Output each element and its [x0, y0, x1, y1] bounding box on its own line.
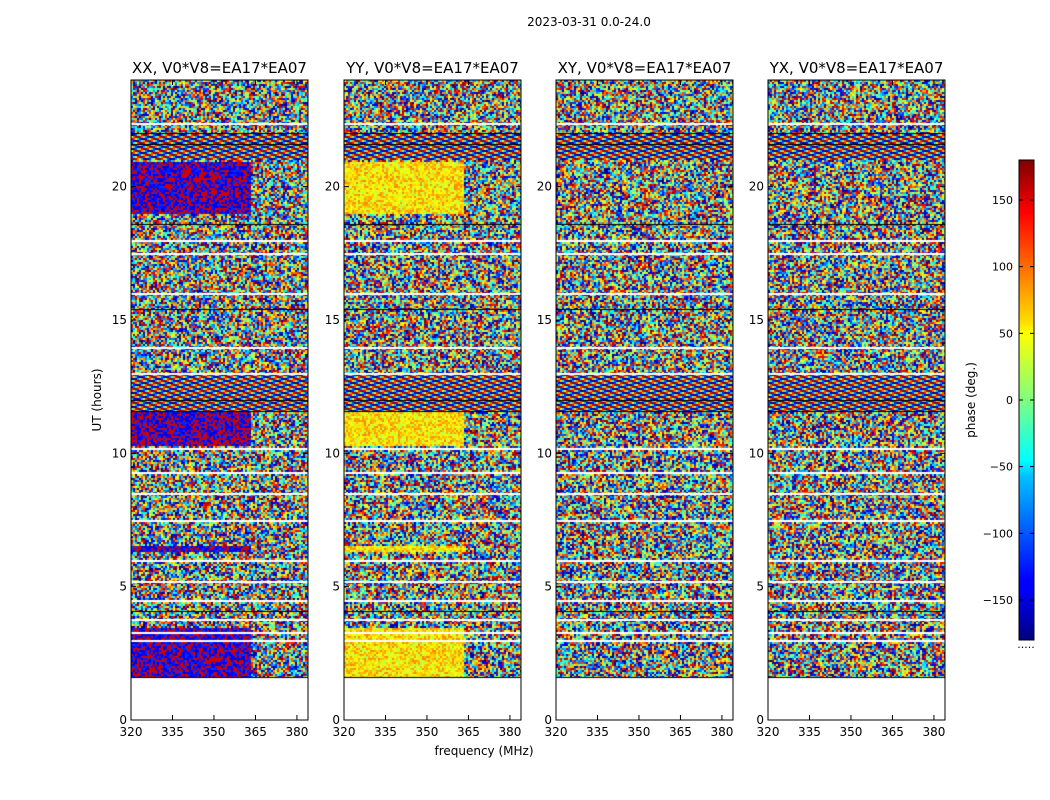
y-tick-label: 5 — [756, 580, 764, 594]
colorbar-tick-label: −150 — [983, 594, 1013, 607]
colorbar-ticks: 150 100 50 0 −50 −100 −150 — [983, 194, 1034, 607]
x-tick-label: 380 — [285, 725, 308, 739]
y-tick-label: 20 — [112, 180, 127, 194]
panel-title: XX, V0*V8=EA17*EA07 — [132, 59, 307, 77]
panels-group: XX, V0*V8=EA17*EA07 320 335 350 365 380 0 5 10 15… — [112, 59, 946, 739]
x-axis-label: frequency (MHz) — [434, 744, 533, 758]
x-tick-label: 365 — [669, 725, 692, 739]
x-tick-label: 365 — [244, 725, 267, 739]
colorbar-tick-label: −50 — [990, 461, 1013, 474]
y-tick-label: 0 — [544, 713, 552, 727]
y-tick-label: 10 — [749, 446, 764, 460]
y-tick-label: 10 — [537, 446, 552, 460]
colorbar-tick-label: 0 — [1006, 394, 1013, 407]
colorbar-label: phase (deg.) — [964, 362, 978, 438]
y-tick-label: 20 — [749, 180, 764, 194]
colorbar-tick-label: 50 — [999, 327, 1013, 340]
colorbar: 150 100 50 0 −50 −100 −150 phase (deg.) ..... — [964, 159, 1035, 651]
colorbar-tick-label: 150 — [992, 194, 1013, 207]
plot-frame — [767, 79, 946, 721]
panel-xy: XY, V0*V8=EA17*EA07 320 335 350 365 380 0 5 10 15… — [537, 59, 734, 739]
y-tick-label: 20 — [537, 180, 552, 194]
heatmap-canvas — [131, 80, 308, 720]
x-tick-label: 350 — [203, 725, 226, 739]
y-tick-label: 15 — [749, 313, 764, 327]
heatmap-xx — [131, 80, 308, 720]
x-tick-label: 335 — [586, 725, 609, 739]
y-tick-label: 10 — [325, 446, 340, 460]
y-tick-label: 0 — [119, 713, 127, 727]
y-tick-label: 5 — [544, 580, 552, 594]
y-tick-label: 15 — [537, 313, 552, 327]
x-tick-label: 350 — [840, 725, 863, 739]
x-tick-label: 365 — [457, 725, 480, 739]
heatmap-yx — [768, 80, 945, 720]
heatmap-canvas — [768, 80, 945, 720]
panel-title: YY, V0*V8=EA17*EA07 — [345, 59, 519, 77]
heatmap-yy — [344, 80, 521, 720]
x-tick-label: 380 — [710, 725, 733, 739]
x-tick-label: 335 — [798, 725, 821, 739]
x-tick-label: 335 — [374, 725, 397, 739]
panel-title: XY, V0*V8=EA17*EA07 — [558, 59, 732, 77]
y-tick-label: 5 — [332, 580, 340, 594]
figure-title: 2023-03-31 0.0-24.0 — [527, 15, 651, 29]
x-tick-label: 320 — [545, 725, 568, 739]
x-tick-label: 320 — [333, 725, 356, 739]
y-tick-label: 15 — [112, 313, 127, 327]
y-tick-label: 0 — [756, 713, 764, 727]
colorbar-tick-label: −100 — [983, 527, 1013, 540]
y-tick-label: 0 — [332, 713, 340, 727]
x-tick-label: 335 — [161, 725, 184, 739]
heatmap-xy — [556, 80, 733, 720]
panel-title: YX, V0*V8=EA17*EA07 — [769, 59, 944, 77]
y-tick-label: 20 — [325, 180, 340, 194]
panel-yx: YX, V0*V8=EA17*EA07 320 335 350 365 380 0 5 10 15… — [749, 59, 946, 739]
colorbar-footer: ..... — [1017, 638, 1034, 651]
x-tick-label: 350 — [628, 725, 651, 739]
x-tick-label: 350 — [416, 725, 439, 739]
y-tick-label: 5 — [119, 580, 127, 594]
plot-frame — [555, 79, 734, 721]
x-tick-label: 320 — [757, 725, 780, 739]
heatmap-canvas — [344, 80, 521, 720]
colorbar-tick-label: 100 — [992, 261, 1013, 274]
x-tick-label: 380 — [498, 725, 521, 739]
x-tick-label: 380 — [922, 725, 945, 739]
y-axis-label: UT (hours) — [90, 368, 104, 431]
y-tick-label: 15 — [325, 313, 340, 327]
x-tick-label: 365 — [881, 725, 904, 739]
panel-yy: YY, V0*V8=EA17*EA07 320 335 350 365 380 0 5 10 15… — [325, 59, 522, 739]
y-tick-label: 10 — [112, 446, 127, 460]
plot-frame — [130, 79, 309, 721]
plot-frame — [343, 79, 522, 721]
panel-xx: XX, V0*V8=EA17*EA07 320 335 350 365 380 0 5 10 15… — [112, 59, 309, 739]
x-tick-label: 320 — [120, 725, 143, 739]
heatmap-canvas — [556, 80, 733, 720]
